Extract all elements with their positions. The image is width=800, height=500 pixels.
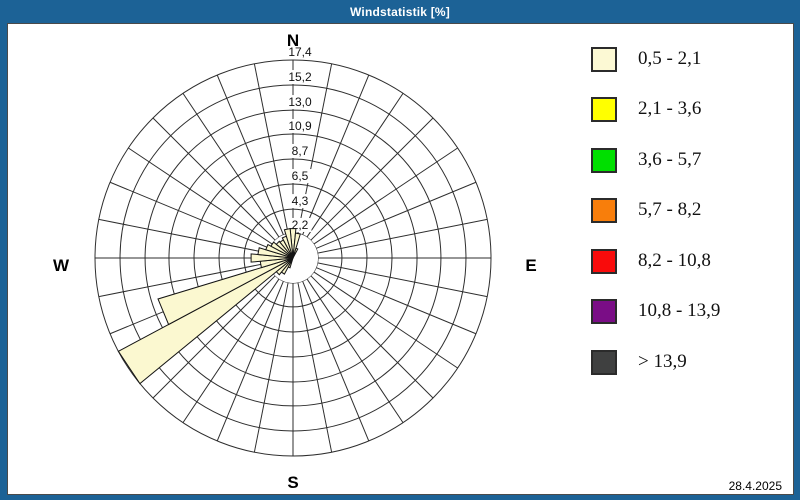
radial-tick-label: 6,5 <box>292 169 309 183</box>
grid-spoke <box>98 218 269 254</box>
legend-item: 5,7 - 8,2 <box>591 197 701 223</box>
grid-spoke <box>182 278 280 423</box>
legend-item: 2,1 - 3,6 <box>591 96 701 122</box>
legend-swatch <box>591 96 617 122</box>
grid-spoke <box>310 275 434 399</box>
legend-item: 0,5 - 2,1 <box>591 46 701 72</box>
tick-label-bg <box>285 45 315 59</box>
legend-swatch <box>591 197 617 223</box>
grid-spoke <box>152 117 276 241</box>
radial-tick-label: 15,2 <box>288 70 312 84</box>
page-title: Windstatistik [%] <box>350 4 450 19</box>
legend-swatch <box>591 349 617 375</box>
compass-label-n: N <box>287 31 299 50</box>
legend-item: > 13,9 <box>591 349 687 375</box>
tick-label-bg <box>285 70 315 85</box>
radial-tick-label: 8,7 <box>292 144 309 158</box>
radial-tick-labels: 2,24,36,58,710,913,015,217,4 <box>285 45 315 232</box>
radial-tick-label: 10,9 <box>288 119 312 133</box>
legend-label: 0,5 - 2,1 <box>638 48 702 69</box>
grid-spoke <box>317 218 488 254</box>
date-label: 28.4.2025 <box>728 479 782 493</box>
grid-spoke <box>128 147 273 245</box>
legend-swatch <box>591 248 617 274</box>
grid-spoke <box>182 93 280 238</box>
legend-label: > 13,9 <box>638 351 687 372</box>
grid-spoke <box>253 282 289 453</box>
legend-swatch <box>591 298 617 324</box>
grid-spoke <box>216 280 284 442</box>
grid-spoke <box>98 262 269 298</box>
compass-label-e: E <box>525 256 536 275</box>
legend-label: 8,2 - 10,8 <box>638 250 711 271</box>
legend-swatch <box>591 46 617 72</box>
radial-tick-label: 13,0 <box>288 95 312 109</box>
grid-spoke <box>313 271 458 369</box>
wind-petal <box>292 247 299 259</box>
legend-item: 8,2 - 10,8 <box>591 248 711 274</box>
grid-spoke <box>310 117 434 241</box>
grid-spoke <box>306 278 404 423</box>
grid-spoke <box>152 275 276 399</box>
grid-spoke <box>302 74 370 236</box>
tick-label-bg <box>285 118 315 133</box>
grid-spoke <box>109 181 271 249</box>
legend-label: 10,8 - 13,9 <box>638 300 721 321</box>
legend-swatch <box>591 147 617 173</box>
grid-spoke <box>302 280 370 442</box>
tick-label-bg <box>288 144 312 158</box>
chart-panel: 2,2 4,3 6,5 8,7 10,9 13,0 15,2 17,4 N S W E 0,5 - 2… <box>7 23 794 495</box>
grid-spoke <box>306 93 404 238</box>
legend-label: 3,6 - 5,7 <box>638 149 702 170</box>
tick-label-bg <box>288 194 312 209</box>
rose-petals <box>117 228 301 385</box>
grid-spoke <box>317 262 488 298</box>
grid-spoke <box>315 267 477 335</box>
compass-label-w: W <box>53 256 70 275</box>
compass-label-s: S <box>287 473 298 492</box>
legend-item: 3,6 - 5,7 <box>591 147 701 173</box>
wind-petal <box>283 228 294 259</box>
grid-spoke <box>315 181 477 249</box>
title-bar: Windstatistik [%] <box>0 0 800 23</box>
radial-tick-label: 17,4 <box>288 45 312 59</box>
legend-label: 5,7 - 8,2 <box>638 199 702 220</box>
legend-item: 10,8 - 13,9 <box>591 298 720 324</box>
legend-label: 2,1 - 3,6 <box>638 98 702 119</box>
tick-label-bg <box>288 169 312 184</box>
grid-spoke <box>313 147 458 245</box>
grid-spoke <box>216 74 284 236</box>
tick-label-bg <box>285 95 315 110</box>
grid-spoke <box>253 63 289 234</box>
wind-petal <box>157 257 294 326</box>
grid-spoke <box>297 282 333 453</box>
radial-tick-label: 4,3 <box>292 194 309 208</box>
